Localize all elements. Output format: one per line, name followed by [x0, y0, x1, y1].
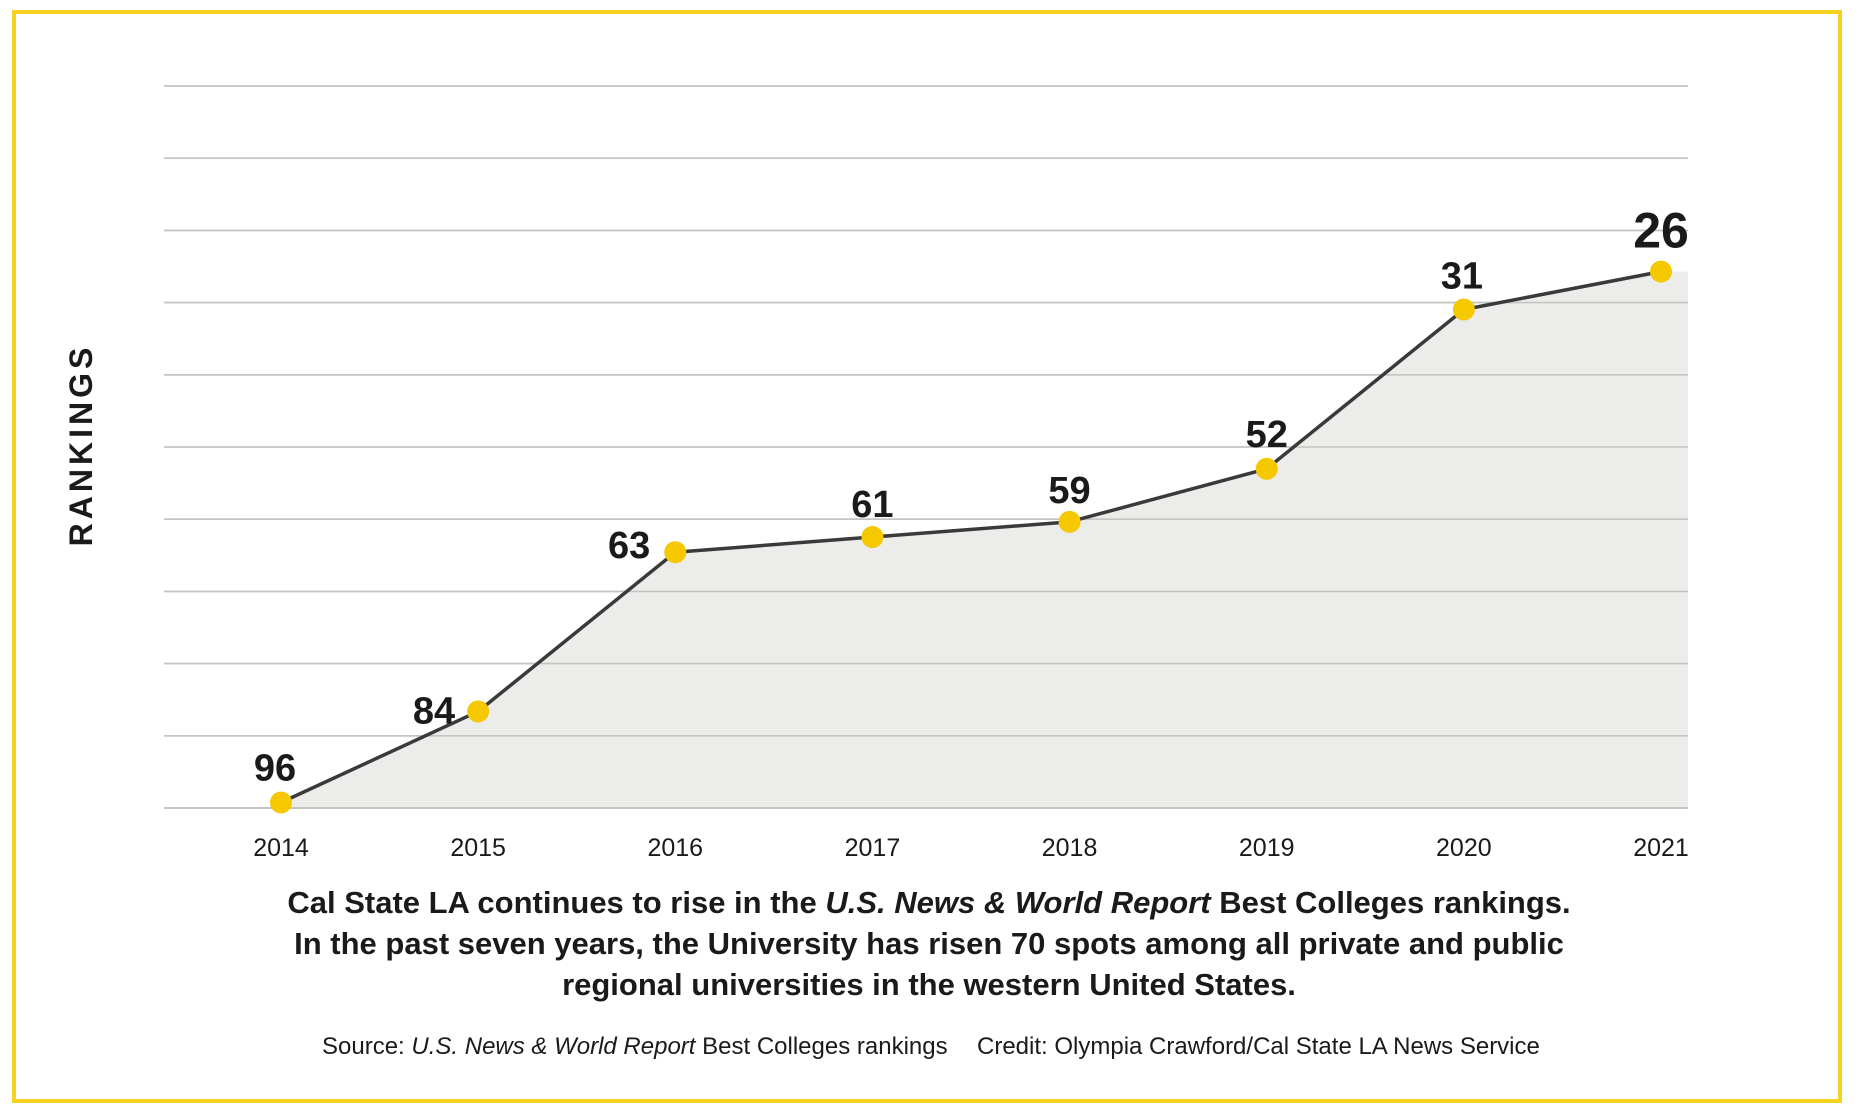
- data-label-2018: 59: [1048, 470, 1090, 512]
- x-tick-2021: 2021: [1633, 834, 1689, 862]
- caption-line-2: In the past seven years, the University …: [294, 926, 1564, 961]
- data-label-2014: 96: [254, 747, 296, 789]
- data-point-2017: [861, 526, 884, 549]
- data-label-2021: 26: [1633, 203, 1689, 259]
- x-tick-2016: 2016: [647, 834, 703, 862]
- x-tick-2018: 2018: [1042, 834, 1098, 862]
- data-label-2020: 31: [1441, 256, 1483, 298]
- data-label-2016: 63: [608, 525, 650, 567]
- data-point-2016: [664, 541, 687, 564]
- caption-line-1: Cal State LA continues to rise in the U.…: [287, 885, 1571, 920]
- caption-line-3: regional universities in the western Uni…: [562, 967, 1296, 1002]
- data-labels: 96 84 63 61 59 52 31 26: [254, 203, 1689, 790]
- x-tick-2015: 2015: [450, 834, 506, 862]
- data-point-2018: [1058, 510, 1081, 533]
- chart-caption: Cal State LA continues to rise in the U.…: [0, 882, 1858, 1005]
- gridlines-over-area: [164, 85, 1688, 809]
- data-point-2020: [1452, 298, 1475, 321]
- data-point-2019: [1255, 457, 1278, 480]
- data-markers: [270, 260, 1672, 814]
- x-tick-labels: 2014 2015 2016 2017 2018 2019 2020 2021: [253, 834, 1689, 862]
- credit-note: Credit: Olympia Crawford/Cal State LA Ne…: [977, 1033, 1540, 1060]
- data-point-2014: [270, 791, 292, 814]
- data-label-2015: 84: [413, 690, 455, 732]
- data-point-2015: [467, 700, 490, 723]
- x-tick-2020: 2020: [1436, 834, 1492, 862]
- x-tick-2019: 2019: [1239, 834, 1295, 862]
- data-point-2021: [1650, 260, 1672, 283]
- series-line: [280, 269, 1662, 805]
- data-label-2017: 61: [851, 484, 893, 526]
- area-fill: [281, 271, 1688, 809]
- y-axis-label: RANKINGS: [63, 344, 99, 547]
- x-tick-2017: 2017: [845, 834, 901, 862]
- source-note: Source: U.S. News & World Report Best Co…: [322, 1033, 948, 1060]
- data-label-2019: 52: [1246, 414, 1288, 456]
- x-tick-2014: 2014: [253, 834, 309, 862]
